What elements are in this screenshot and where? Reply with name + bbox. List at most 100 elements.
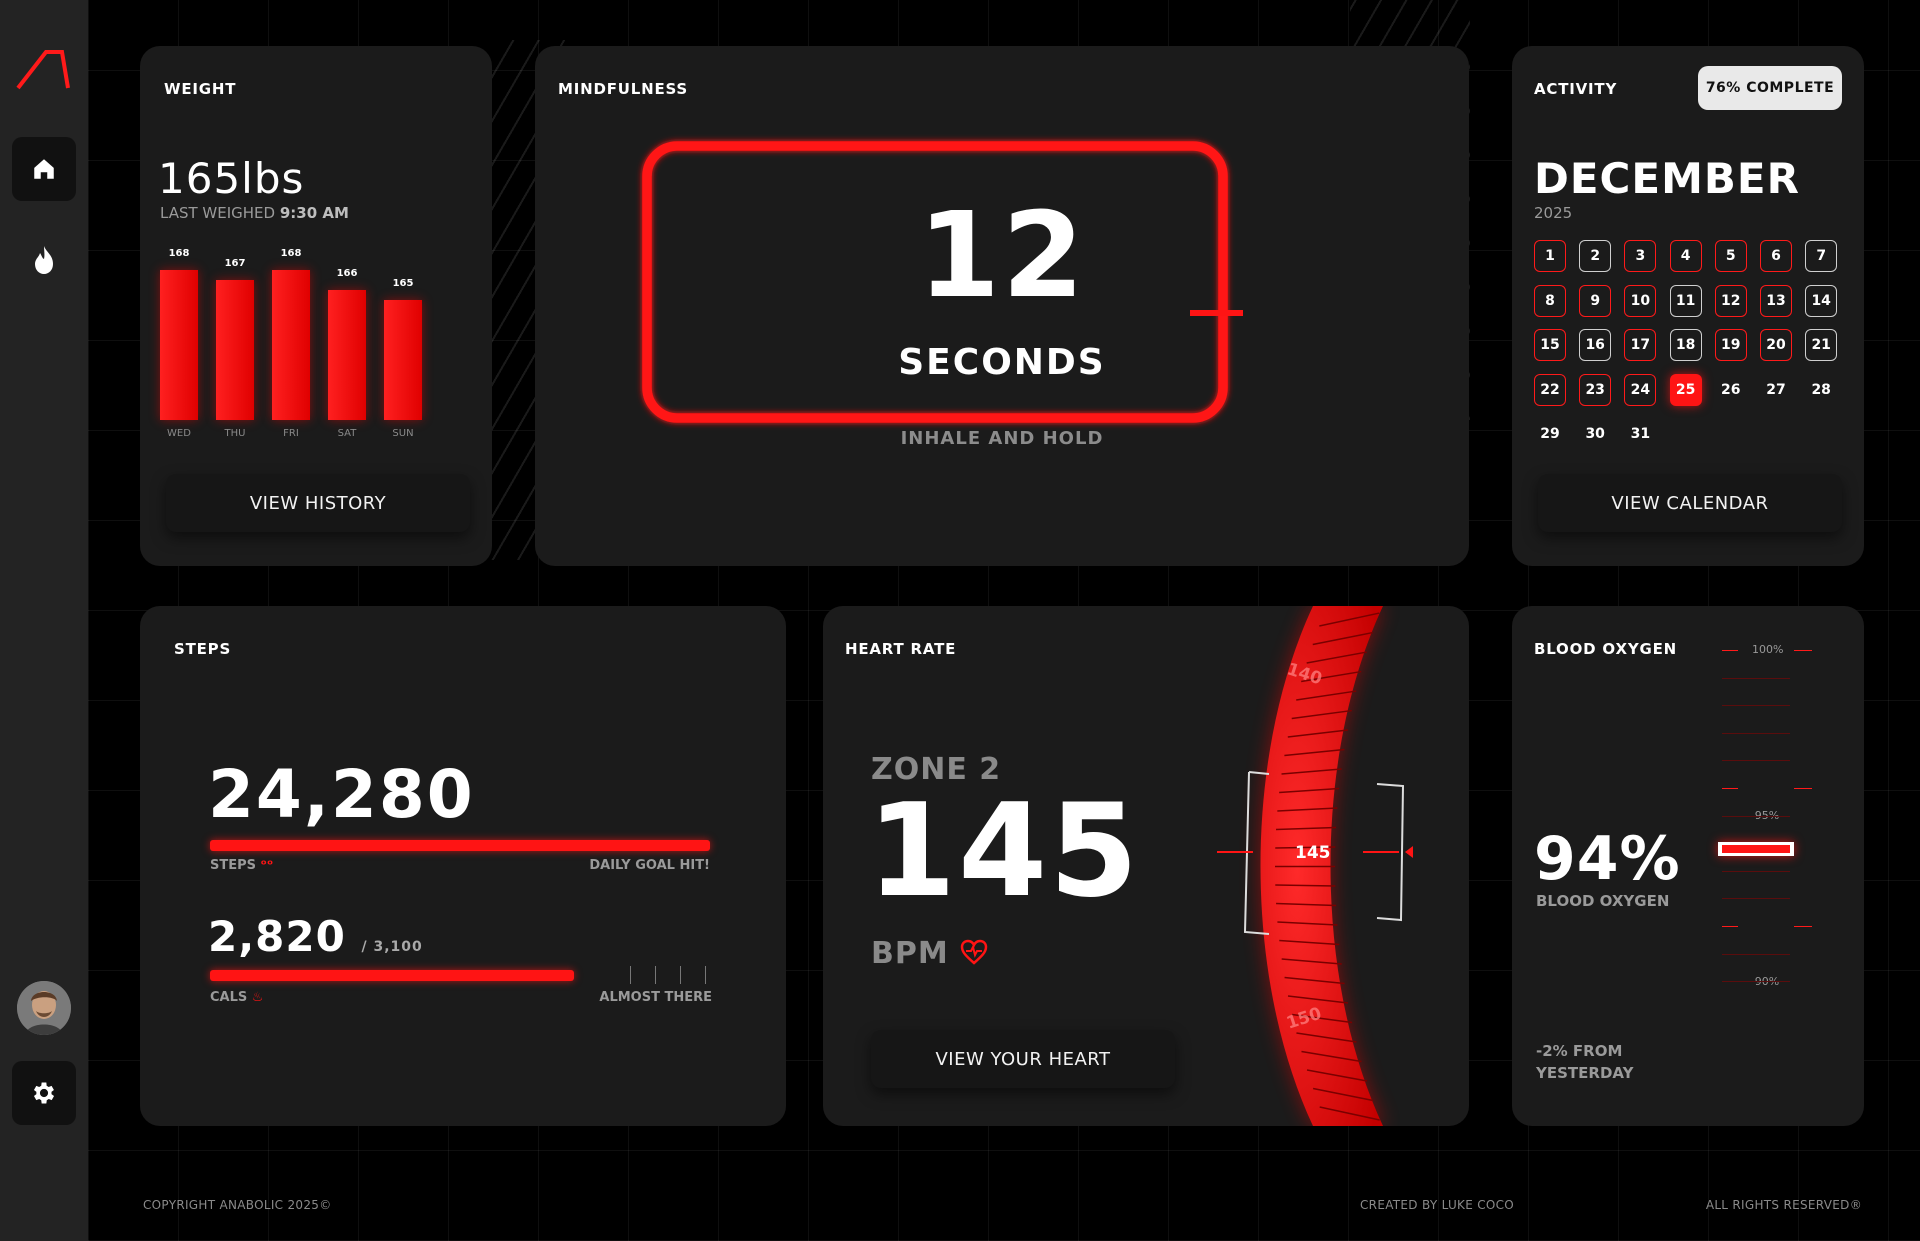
bar-day-label: WED (167, 428, 191, 439)
calendar-day[interactable]: 15 (1534, 329, 1566, 361)
oxygen-scale: 100% 95% 90% (1712, 606, 1862, 1126)
mindfulness-card: MINDFULNESS 12 SECONDS INHALE AND HOLD (535, 46, 1469, 566)
steps-progress-fill (210, 840, 710, 851)
calendar-day[interactable]: 27 (1766, 381, 1786, 398)
weight-card: WEIGHT 165lbs LAST WEIGHED 9:30 AM 168 WE… (140, 46, 492, 566)
calendar-day[interactable]: 8 (1534, 284, 1566, 317)
bar-day-label: FRI (283, 428, 299, 439)
card-title: BLOOD OXYGEN (1534, 640, 1677, 658)
avatar[interactable] (17, 981, 71, 1035)
view-history-button[interactable]: VIEW HISTORY (166, 474, 470, 532)
logo-icon[interactable] (16, 46, 70, 90)
scale-line (1794, 788, 1812, 789)
cals-ticks (210, 966, 710, 984)
oxygen-value: 94% (1534, 824, 1681, 894)
settings-button[interactable] (12, 1061, 76, 1125)
calendar-day[interactable]: 26 (1721, 381, 1741, 398)
bar-value-label: 168 (280, 248, 302, 259)
weight-bar-chart: 168 WED 167 THU 168 FRI 166 SAT 165 SUN (140, 46, 492, 446)
cals-value: 2,820 (208, 912, 346, 961)
calendar-day[interactable]: 13 (1760, 284, 1792, 317)
home-icon (34, 159, 54, 179)
gauge-tick (1291, 1013, 1353, 1024)
calendar-day[interactable]: 7 (1805, 240, 1838, 272)
oxygen-change: -2% FROM YESTERDAY (1536, 1040, 1633, 1084)
calendar-day[interactable]: 3 (1624, 240, 1657, 272)
calendar-day[interactable]: 11 (1669, 284, 1702, 317)
scale-line (1722, 815, 1790, 817)
gauge-tick (1275, 884, 1336, 887)
gauge-tick (1312, 631, 1373, 646)
view-calendar-button[interactable]: VIEW CALENDAR (1538, 474, 1842, 532)
nav-home-button[interactable] (12, 137, 76, 201)
gauge-tick (1281, 768, 1342, 775)
heart-rate-card: HEART RATE ZONE 2 145 BPM (823, 606, 1469, 1126)
cals-label: CALS (210, 990, 248, 1005)
calendar-month: DECEMBER (1534, 154, 1800, 203)
card-title: HEART RATE (845, 640, 957, 658)
calendar-day[interactable]: 16 (1579, 329, 1612, 361)
gauge-tick (1279, 939, 1340, 946)
oxygen-label: BLOOD OXYGEN (1536, 892, 1670, 910)
steps-card: STEPS 24,280 STEPS ᵒᵒ DAILY GOAL HIT! 2,… (140, 606, 786, 1126)
calendar-day[interactable]: 28 (1811, 381, 1831, 398)
avatar-photo (17, 981, 71, 1035)
calendar-day[interactable]: 24 (1624, 373, 1657, 406)
completion-badge: 76% COMPLETE (1698, 66, 1842, 110)
gauge-tick (1319, 1106, 1380, 1121)
nav-workouts-button[interactable] (12, 228, 76, 292)
flame-icon: ♨ (251, 990, 264, 1005)
scale-line (1722, 650, 1738, 651)
steps-label-row: STEPS ᵒᵒ (210, 858, 273, 873)
gauge-tick (1319, 612, 1380, 627)
calendar-day[interactable]: 12 (1714, 284, 1747, 317)
calendar-day[interactable]: 21 (1805, 329, 1838, 361)
calendar-day[interactable]: 23 (1579, 373, 1612, 406)
gauge-label-current: 145 (1295, 843, 1331, 863)
calendar-day[interactable]: 2 (1579, 240, 1612, 272)
view-your-heart-button[interactable]: VIEW YOUR HEART (871, 1030, 1175, 1088)
weight-bar[interactable] (384, 300, 422, 420)
calendar-day[interactable]: 6 (1760, 240, 1792, 272)
bar-day-label: THU (224, 428, 246, 439)
calendar-day[interactable]: 14 (1805, 284, 1838, 317)
gauge-tick (1287, 995, 1349, 1004)
calendar-day[interactable]: 22 (1534, 373, 1566, 406)
scale-line (1722, 760, 1790, 762)
calendar-day[interactable]: 4 (1669, 240, 1702, 272)
bpm-label: BPM (871, 936, 949, 971)
bar-value-label: 165 (392, 278, 414, 289)
calendar-day[interactable]: 10 (1624, 284, 1657, 317)
breath-count: 12 (917, 186, 1087, 324)
gauge-tick (1287, 729, 1348, 738)
scale-line (1794, 650, 1812, 651)
calendar-day[interactable]: 5 (1714, 240, 1747, 272)
gauge-tick (1296, 1032, 1357, 1043)
calendar-day[interactable]: 29 (1540, 426, 1560, 442)
scale-label-100: 100% (1752, 643, 1784, 656)
oxygen-change-line2: YESTERDAY (1536, 1064, 1634, 1082)
weight-bar[interactable] (216, 280, 254, 420)
scale-line (1722, 898, 1790, 900)
calendar-day[interactable]: 20 (1760, 329, 1792, 361)
calendar-day[interactable]: 31 (1630, 426, 1651, 442)
scale-line (1722, 788, 1738, 789)
card-title: ACTIVITY (1534, 80, 1618, 98)
weight-bar[interactable] (328, 290, 366, 420)
weight-bar[interactable] (272, 270, 310, 420)
scale-line (1722, 981, 1790, 983)
weight-bar[interactable] (160, 270, 198, 420)
calendar-day[interactable]: 17 (1624, 329, 1657, 361)
cals-value-row: 2,820 / 3,100 (208, 912, 423, 961)
calendar-day[interactable]: 9 (1579, 284, 1612, 317)
cals-tick (630, 966, 631, 984)
calendar-day[interactable]: 25 (1669, 373, 1702, 406)
footer-credit: CREATED BY LUKE COCO (1360, 1198, 1515, 1212)
calendar-day[interactable]: 18 (1669, 329, 1702, 361)
calendar-day[interactable]: 1 (1534, 240, 1566, 272)
calendar-day[interactable]: 30 (1585, 426, 1605, 442)
oxygen-level-marker (1718, 842, 1794, 856)
weight-value: 165lbs (158, 154, 305, 203)
calendar-day[interactable]: 19 (1714, 329, 1747, 361)
